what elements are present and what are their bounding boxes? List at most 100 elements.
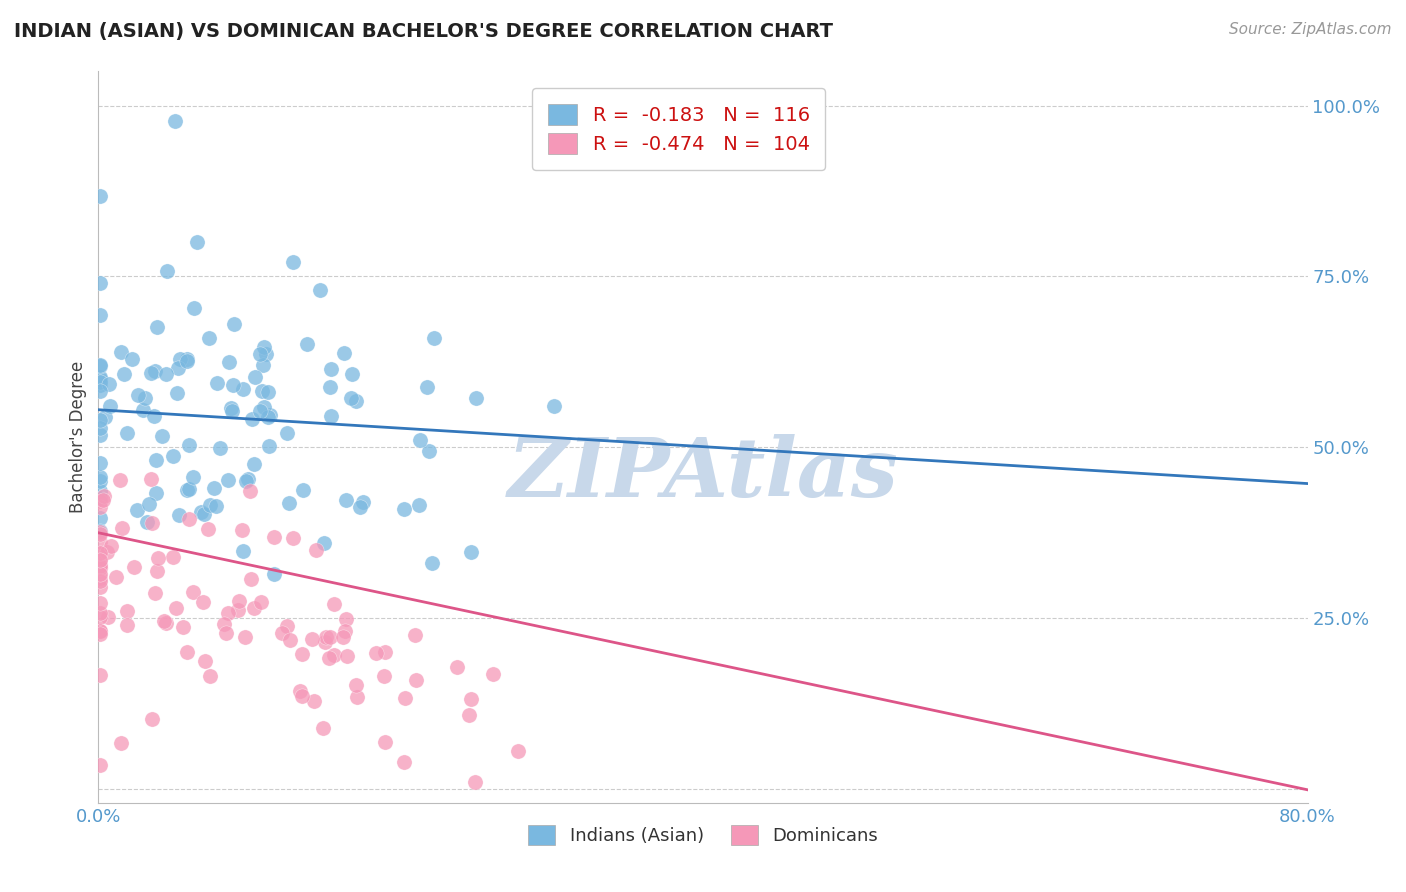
Point [190,505,212,519]
Point [314,634,336,648]
Point [138,497,160,511]
Point [291,690,314,704]
Point [392,755,415,769]
Point [464,391,486,405]
Point [141,712,163,726]
Point [89,596,111,610]
Point [253,340,276,354]
Point [110,345,132,359]
Point [335,612,357,626]
Point [89,525,111,540]
Point [89,375,111,389]
Point [110,736,132,750]
Point [193,507,215,521]
Point [276,426,298,441]
Point [374,735,396,749]
Point [89,560,111,574]
Point [543,400,565,414]
Point [172,620,194,634]
Point [191,595,214,609]
Point [281,255,304,269]
Point [239,484,262,499]
Text: Source: ZipAtlas.com: Source: ZipAtlas.com [1229,22,1392,37]
Point [198,331,221,345]
Point [460,692,482,706]
Point [321,409,343,423]
Point [179,482,201,496]
Point [89,277,111,291]
Point [250,384,273,399]
Point [136,515,159,529]
Point [217,473,239,487]
Point [297,337,319,351]
Point [162,449,184,463]
Point [89,524,111,538]
Point [243,457,266,471]
Point [148,550,170,565]
Point [321,362,343,376]
Point [89,566,111,581]
Point [117,425,139,440]
Point [280,632,302,647]
Point [315,630,337,644]
Point [415,380,437,394]
Point [253,400,276,414]
Point [319,380,342,394]
Point [169,351,191,366]
Point [219,401,242,416]
Point [89,757,111,772]
Point [108,473,131,487]
Point [156,264,179,278]
Point [89,358,111,372]
Point [344,678,367,692]
Point [257,439,280,453]
Point [270,625,292,640]
Point [249,347,271,361]
Point [240,412,263,426]
Legend: Indians (Asian), Dominicans: Indians (Asian), Dominicans [520,818,886,852]
Point [89,359,111,373]
Point [145,364,167,378]
Point [207,376,229,390]
Point [132,403,155,417]
Point [98,399,121,413]
Point [446,660,468,674]
Point [89,546,111,560]
Point [198,669,221,683]
Point [346,690,368,704]
Y-axis label: Bachelor's Degree: Bachelor's Degree [69,361,87,513]
Point [145,453,167,467]
Point [322,597,344,611]
Point [89,606,111,620]
Point [252,358,274,372]
Text: INDIAN (ASIAN) VS DOMINICAN BACHELOR'S DEGREE CORRELATION CHART: INDIAN (ASIAN) VS DOMINICAN BACHELOR'S D… [14,22,834,41]
Point [228,593,250,607]
Point [155,367,177,381]
Point [457,708,479,723]
Point [263,566,285,581]
Point [89,421,111,435]
Point [405,673,427,687]
Point [404,627,426,641]
Point [197,523,219,537]
Point [89,483,111,498]
Point [89,559,111,574]
Point [373,669,395,683]
Point [228,603,250,617]
Point [181,584,204,599]
Point [89,372,111,386]
Point [89,413,111,427]
Point [193,654,215,668]
Point [94,410,117,425]
Point [243,369,266,384]
Point [232,543,254,558]
Point [291,483,314,498]
Point [89,475,111,489]
Point [98,377,121,392]
Point [143,409,166,423]
Point [183,301,205,316]
Point [311,721,333,735]
Point [290,684,312,698]
Point [254,347,277,361]
Point [145,585,167,599]
